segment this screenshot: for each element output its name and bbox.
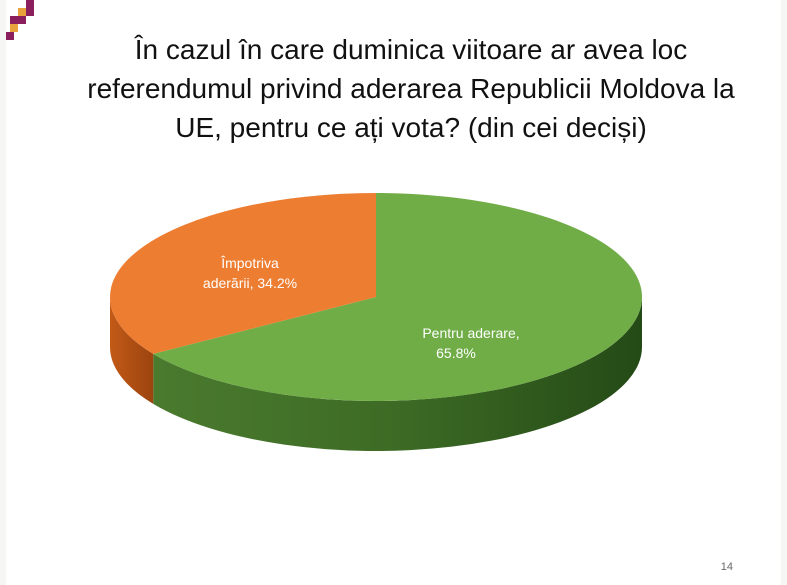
pie-slice-pentru xyxy=(153,193,642,401)
slice-label-impotriva-line1: Împotriva xyxy=(220,255,279,271)
pie-side-impotriva xyxy=(110,297,154,404)
logo-icon xyxy=(6,0,34,40)
chart-title: În cazul în care duminica viitoare ar av… xyxy=(87,34,735,143)
slice-label-pentru-line2: 65.8% xyxy=(436,345,476,361)
page-number: 14 xyxy=(720,561,733,573)
slice-label-pentru-line1: Pentru aderare, xyxy=(422,325,519,341)
pie-side-pentru xyxy=(153,297,643,452)
pie-chart: Pentru aderare, 65.8% Împotriva aderării… xyxy=(109,193,643,452)
pie-slice-impotriva xyxy=(109,193,376,354)
slide: În cazul în care duminica viitoare ar av… xyxy=(6,0,781,585)
slice-label-impotriva-line2: aderării, 34.2% xyxy=(203,275,297,291)
